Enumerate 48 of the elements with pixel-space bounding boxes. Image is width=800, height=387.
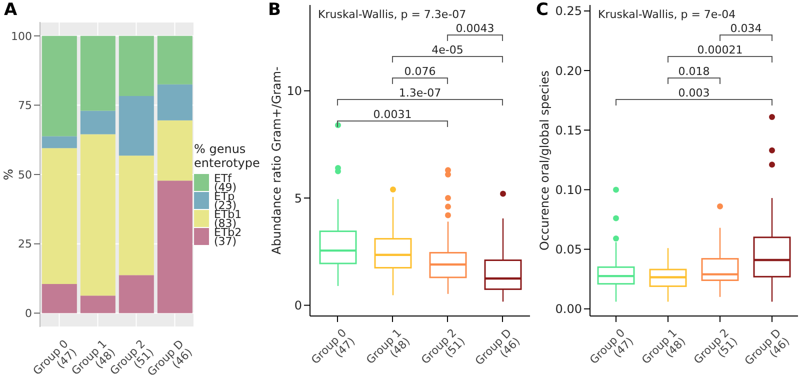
- annotation: 0.018: [678, 65, 710, 78]
- y-tick-label: 0.05: [555, 242, 582, 257]
- bar: [118, 156, 154, 276]
- bar: [42, 136, 77, 148]
- y-axis-title: Occurence oral/global species: [537, 70, 552, 250]
- y-tick-label: 10: [286, 84, 302, 98]
- annotation: Kruskal-Wallis, p = 7e-04: [598, 8, 736, 21]
- bar: [157, 120, 192, 181]
- y-tick-label: 25: [18, 238, 32, 251]
- y-axis-title: %: [1, 168, 16, 180]
- chart-title: C: [536, 0, 548, 20]
- legend-title: % genus enterotype: [194, 142, 261, 170]
- y-tick-label: 0: [25, 307, 32, 320]
- bar: [118, 275, 154, 314]
- bar: [118, 96, 154, 156]
- chart-title: A: [4, 0, 18, 20]
- y-tick-label: 0.15: [555, 123, 582, 138]
- y-tick-label: 0.20: [555, 64, 582, 78]
- bar: [118, 36, 154, 96]
- y-tick-label: 0.25: [555, 4, 582, 18]
- annotation: 0.034: [730, 22, 762, 35]
- legend-label: ETf (49): [214, 172, 237, 194]
- y-axis-title: Abundance ratio Gram+/Gram-: [269, 66, 284, 254]
- y-tick-label: 100: [11, 30, 32, 43]
- annotation: 1.3e-07: [398, 86, 442, 100]
- y-tick-label: 75: [18, 99, 32, 112]
- y-tick-label: 0.00: [555, 302, 582, 316]
- annotation: 0.076: [404, 65, 436, 78]
- annotation: 4e-05: [432, 44, 464, 56]
- annotation: 0.0043: [456, 22, 494, 35]
- annotation: Kruskal-Wallis, p = 7.3e-07: [318, 8, 466, 21]
- bar: [157, 84, 192, 120]
- bar: [80, 296, 116, 314]
- annotation: 0.003: [678, 86, 710, 100]
- chart-title: B: [268, 0, 281, 20]
- bar: [42, 148, 77, 284]
- bar: [80, 36, 116, 111]
- annotation: 0.00021: [697, 44, 743, 56]
- bar: [157, 36, 192, 84]
- annotation: 0.0031: [373, 108, 412, 121]
- y-tick-label: 5: [294, 191, 302, 206]
- bar: [80, 134, 116, 296]
- y-tick-label: 0.10: [555, 182, 582, 197]
- bar: [80, 110, 116, 134]
- y-tick-label: 50: [18, 168, 32, 182]
- bar: [42, 284, 77, 314]
- bar: [42, 36, 77, 136]
- y-tick-label: 0: [294, 298, 302, 313]
